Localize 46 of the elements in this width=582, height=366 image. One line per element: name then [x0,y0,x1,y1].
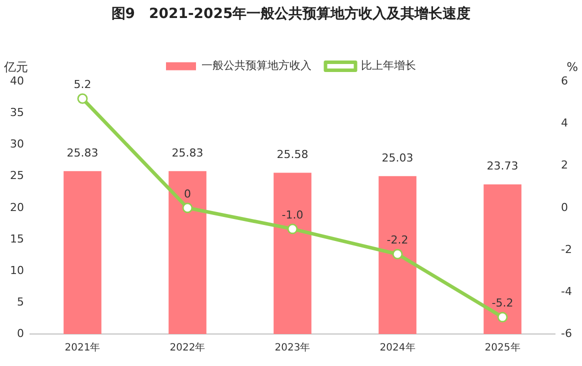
data-label: 25.83 [172,146,204,160]
legend-label: 比上年增长 [361,59,416,72]
x-tick-label: 2024年 [380,342,416,354]
y-axis-title: 亿元 [3,60,28,74]
x-tick-label: 2021年 [64,342,100,354]
point [497,312,508,322]
bar [274,172,312,334]
chart-title: 图9 2021-2025年一般公共预算地方收入及其增长速度 [111,5,471,22]
y-tick-label: 30 [10,138,24,151]
y-tick-label: 0 [16,326,24,340]
data-label: 5.2 [74,78,92,91]
bar [378,176,416,334]
y-tick-label: 5 [16,295,24,308]
data-label: -5.2 [492,296,514,310]
data-label: 25.03 [382,152,414,165]
y2-tick-label: -6 [561,326,572,340]
y2-tick-label: 0 [561,200,568,214]
y-tick-label: 25 [10,169,24,182]
y-tick-label: 20 [10,200,24,214]
y2-tick-label: -4 [561,284,572,298]
data-label: 23.73 [486,160,518,173]
legend-label: 一般公共预算地方收入 [202,59,312,72]
x-tick-label: 2023年 [274,342,310,354]
y-tick-label: 15 [10,232,24,246]
x-tick-label: 2022年 [170,342,206,354]
y2-tick-label: 2 [561,158,568,172]
data-label: -2.2 [386,233,408,246]
data-label: 25.58 [276,148,308,162]
point [287,224,298,234]
y2-tick-label: -2 [561,242,572,256]
bar [168,171,206,334]
point [182,202,193,214]
data-label: 0 [184,187,192,200]
point [77,93,88,104]
y2-tick-label: 4 [561,116,568,130]
y-tick-label: 35 [10,106,24,120]
y-tick-label: 10 [10,264,24,277]
x-tick-label: 2025年 [484,342,520,354]
y-tick-label: 40 [10,74,24,88]
bar [484,184,522,334]
data-label: 25.83 [66,146,98,160]
data-label: -1.0 [282,208,304,222]
y2-axis-title: % [566,60,578,74]
bar [64,171,102,334]
y2-tick-label: 6 [561,74,568,88]
point [392,248,403,260]
